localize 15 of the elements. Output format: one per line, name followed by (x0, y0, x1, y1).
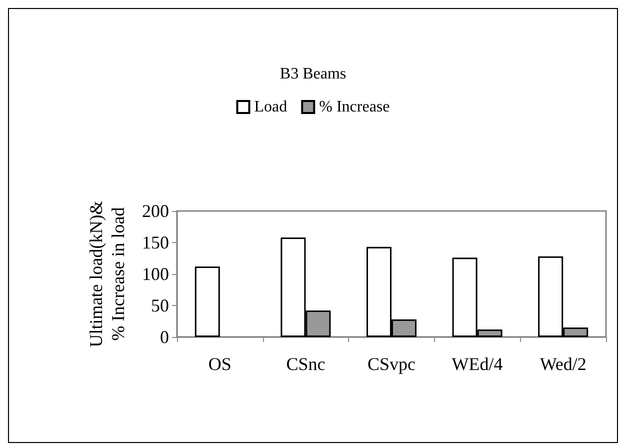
x-tick-label: CSnc (286, 354, 326, 374)
legend-label: Load (254, 98, 288, 116)
chart-title: B3 Beams (280, 66, 346, 82)
bar (194, 266, 220, 337)
y-tick-label: 50 (151, 296, 169, 316)
x-tick-label: Wed/2 (540, 354, 586, 374)
y-tick-label: 200 (142, 201, 169, 221)
legend-label: % Increase (319, 98, 390, 116)
y-tick-label: 100 (142, 264, 169, 284)
x-tick-label: WEd/4 (452, 354, 503, 374)
x-tick-label: CSvpc (367, 354, 416, 374)
x-tick-label: OS (208, 354, 232, 374)
y-tick-label: 0 (160, 327, 169, 347)
y-tick-label: 150 (142, 232, 169, 252)
y-axis-title: Ultimate load(kN)& % Increase in load (86, 200, 128, 348)
